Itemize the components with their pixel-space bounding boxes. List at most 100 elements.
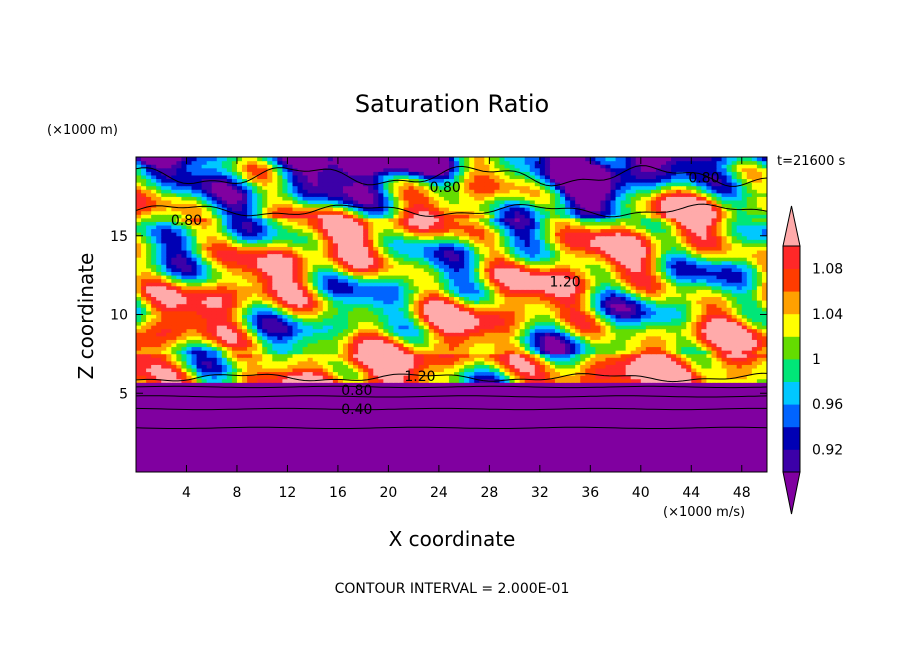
- field-cell: [676, 325, 682, 330]
- field-cell: [363, 350, 369, 355]
- field-cell: [454, 375, 460, 380]
- field-cell: [620, 367, 627, 373]
- field-cell: [171, 364, 177, 369]
- field-cell: [302, 246, 309, 251]
- field-cell: [368, 325, 374, 330]
- field-cell: [514, 289, 521, 294]
- field-cell: [640, 296, 647, 301]
- field-cell: [504, 364, 511, 369]
- field-cell: [242, 332, 248, 337]
- field-cell: [312, 314, 319, 319]
- field-cell: [307, 325, 314, 330]
- field-cell: [509, 303, 516, 308]
- field-cell: [171, 360, 177, 365]
- field-cell: [151, 375, 157, 380]
- field-cell: [509, 296, 516, 301]
- field-cell: [383, 321, 389, 326]
- field-cell: [590, 303, 596, 308]
- field-cell: [151, 271, 157, 276]
- field-cell: [322, 353, 329, 358]
- field-cell: [681, 332, 687, 337]
- field-cell: [580, 364, 586, 369]
- field-cell: [549, 321, 556, 326]
- field-cell: [438, 242, 445, 247]
- field-cell: [479, 353, 485, 358]
- field-cell: [736, 360, 743, 365]
- field-cell: [504, 239, 511, 244]
- field-cell: [524, 267, 531, 272]
- field-cell: [605, 285, 612, 290]
- field-cell: [252, 328, 258, 333]
- field-cell: [625, 267, 632, 272]
- field-cell: [176, 360, 183, 365]
- field-cell: [499, 317, 506, 323]
- field-cell: [524, 357, 531, 362]
- field-cell: [494, 246, 501, 251]
- field-cell: [565, 350, 571, 355]
- field-cell: [191, 257, 198, 262]
- field-cell: [156, 321, 162, 326]
- field-cell: [201, 339, 208, 344]
- field-cell: [676, 257, 682, 262]
- field-cell: [146, 292, 152, 298]
- field-cell: [655, 367, 662, 373]
- field-cell: [307, 353, 314, 358]
- field-cell: [166, 271, 172, 276]
- field-cell: [413, 285, 420, 290]
- field-cell: [141, 242, 147, 247]
- field-cell: [348, 271, 354, 276]
- field-cell: [181, 353, 188, 358]
- field-cell: [353, 249, 359, 255]
- field-cell: [317, 282, 324, 287]
- field-cell: [706, 353, 713, 358]
- field-cell: [655, 249, 662, 255]
- field-cell: [428, 346, 435, 351]
- field-cell: [368, 278, 374, 283]
- field-cell: [413, 314, 420, 319]
- field-cell: [635, 314, 642, 319]
- field-cell: [242, 264, 248, 269]
- field-cell: [292, 335, 299, 340]
- field-cell: [257, 360, 263, 365]
- field-cell: [267, 253, 273, 258]
- field-cell: [691, 253, 697, 258]
- field-cell: [469, 292, 475, 298]
- field-cell: [358, 346, 364, 351]
- field-cell: [660, 267, 667, 272]
- field-cell: [201, 314, 208, 319]
- field-cell: [236, 371, 243, 376]
- field-cell: [272, 335, 278, 340]
- field-cell: [610, 289, 617, 294]
- field-cell: [403, 375, 410, 380]
- field-cell: [499, 364, 506, 369]
- field-cell: [348, 339, 354, 344]
- field-cell: [368, 296, 374, 301]
- field-cell: [630, 246, 637, 251]
- field-cell: [666, 367, 672, 373]
- field-cell: [721, 314, 728, 319]
- field-cell: [741, 353, 748, 358]
- field-cell: [141, 342, 147, 348]
- field-cell: [610, 253, 617, 258]
- field-cell: [676, 371, 682, 376]
- field-cell: [358, 310, 364, 315]
- field-cell: [570, 342, 576, 348]
- field-cell: [287, 321, 294, 326]
- field-cell: [489, 292, 496, 298]
- field-cell: [549, 325, 556, 330]
- field-cell: [605, 274, 612, 280]
- field-cell: [751, 350, 758, 355]
- field-cell: [438, 364, 445, 369]
- field-cell: [671, 246, 677, 251]
- field-cell: [206, 246, 213, 251]
- field-cell: [342, 357, 349, 362]
- field-cell: [716, 335, 723, 340]
- field-cell: [514, 357, 521, 362]
- field-cell: [671, 378, 677, 383]
- field-cell: [443, 267, 450, 272]
- field-cell: [373, 350, 379, 355]
- field-cell: [539, 314, 546, 319]
- field-cell: [474, 360, 480, 365]
- field-cell: [454, 289, 460, 294]
- field-cell: [671, 249, 677, 255]
